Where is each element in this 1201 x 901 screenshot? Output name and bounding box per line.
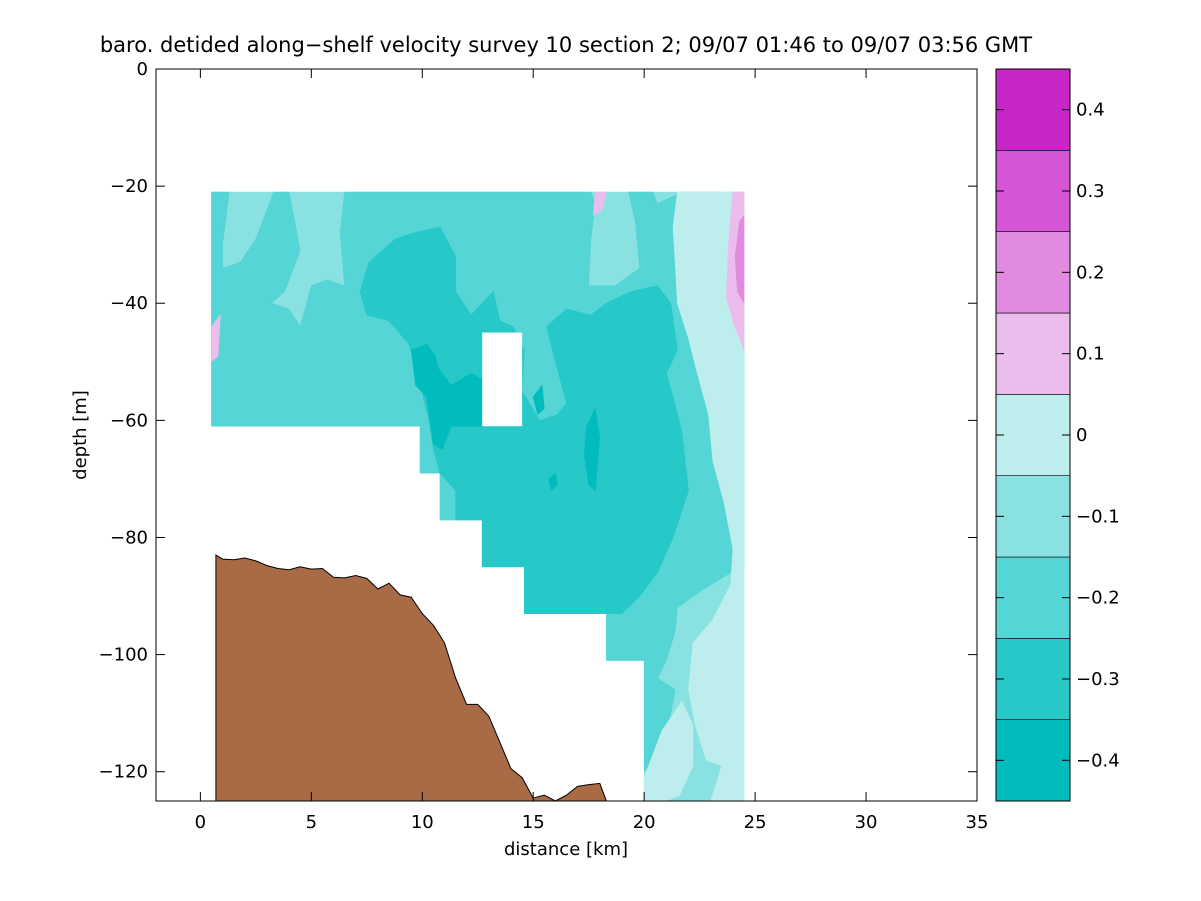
colorbar-band [995,312,1071,395]
y-tick-label: −40 [110,293,148,314]
velocity-region-12 [734,214,745,305]
colorbar-tick-label: −0.1 [1076,506,1120,527]
no-data-box [482,332,523,427]
seafloor-profile [215,554,607,801]
velocity-region-10 [592,191,607,216]
x-tick-label: 30 [855,812,878,833]
plot-frame [155,68,978,802]
colorbar-band [995,475,1071,558]
colorbar-tick-label: 0 [1076,425,1087,446]
chart-title: baro. detided along−shelf velocity surve… [100,33,1032,57]
x-tick-label: 5 [306,812,317,833]
x-tick-label: 20 [633,812,656,833]
plot-area: 0 5 10 15 20 25 30 35 0 −20 −40 −60 −80 −100 −120 [99,59,989,833]
colorbar-ticks: −0.4 −0.3 −0.2 −0.1 0 0.1 0.2 0.3 0.4 [996,100,1120,771]
y-axis-ticks: 0 −20 −40 −60 −80 −100 −120 [99,59,977,783]
velocity-region-8 [643,700,694,801]
y-tick-label: −120 [99,762,148,783]
colorbar-tick-label: −0.2 [1076,588,1120,609]
colorbar-tick-label: 0.4 [1076,100,1105,121]
x-tick-label: 25 [744,812,767,833]
colorbar-band [995,556,1071,639]
colorbar-band [995,638,1071,720]
colorbar-tick-label: −0.3 [1076,669,1120,690]
x-tick-label: 10 [411,812,434,833]
colorbar-tick-label: −0.4 [1076,750,1120,771]
x-axis-ticks: 0 5 10 15 20 25 30 35 [195,69,989,833]
y-tick-label: −60 [110,410,148,431]
x-tick-label: 15 [522,812,545,833]
y-tick-label: −100 [99,645,148,666]
x-axis-label: distance [km] [504,839,628,860]
velocity-region-2 [359,226,689,614]
velocity-field [211,191,745,801]
velocity-region-6 [548,472,558,492]
colorbar-band [995,394,1071,476]
colorbar-tick-label: 0.3 [1076,181,1105,202]
y-tick-label: −20 [110,176,148,197]
velocity-region-5 [532,384,545,416]
y-tick-label: −80 [110,527,148,548]
colorbar: −0.4 −0.3 −0.2 −0.1 0 0.1 0.2 0.3 0.4 [995,68,1120,802]
colorbar-band [995,150,1071,232]
colorbar-tick-label: 0.1 [1076,344,1105,365]
colorbar-band [995,231,1071,314]
bathymetry [215,554,607,801]
x-tick-label: 35 [966,812,989,833]
velocity-region-7 [672,191,745,801]
velocity-region-4 [583,407,601,492]
y-tick-label: 0 [137,59,148,80]
colorbar-tick-label: 0.2 [1076,262,1105,283]
colorbar-bands [995,68,1071,802]
y-axis-label: depth [m] [70,390,91,480]
colorbar-band [995,68,1071,151]
colorbar-band [995,719,1071,802]
x-tick-label: 0 [195,812,206,833]
velocity-region-11 [211,314,221,363]
